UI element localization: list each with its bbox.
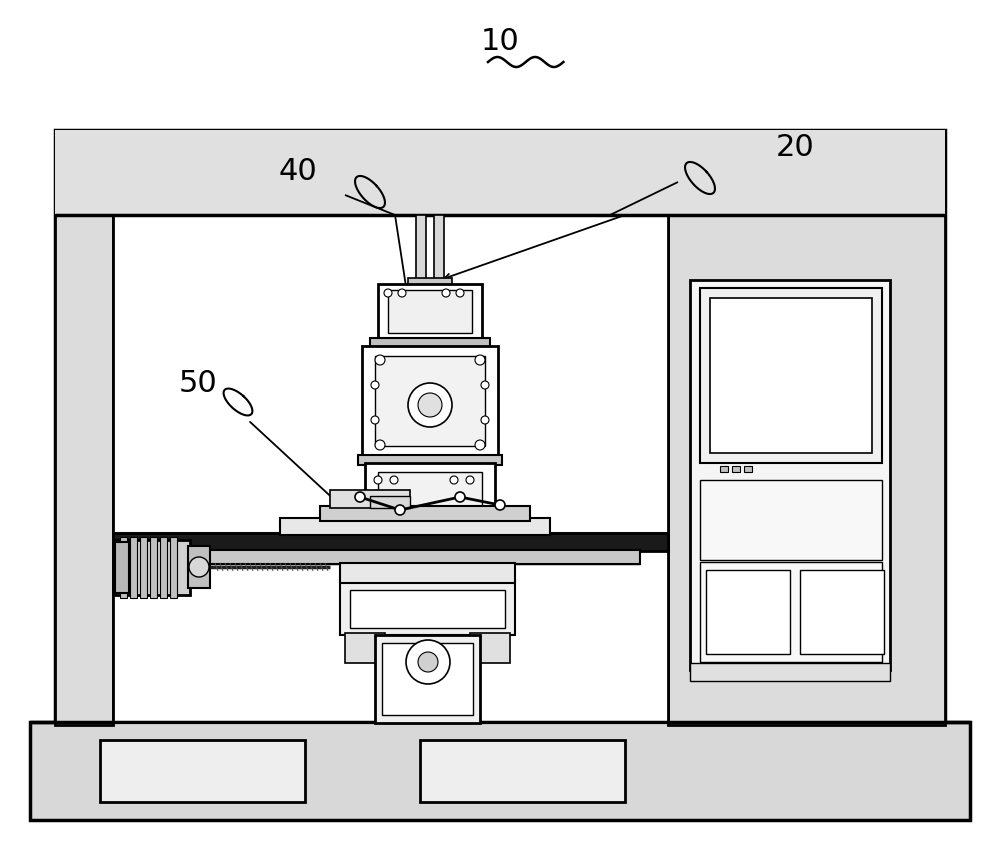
Circle shape: [189, 557, 209, 577]
Bar: [115, 542, 129, 593]
Bar: [375, 356, 485, 446]
Bar: [370, 338, 490, 348]
Bar: [350, 590, 505, 628]
Text: 70: 70: [851, 373, 889, 403]
Bar: [330, 490, 410, 508]
Circle shape: [418, 393, 442, 417]
Bar: [408, 278, 452, 286]
Circle shape: [450, 476, 458, 484]
Bar: [668, 215, 945, 725]
Circle shape: [374, 476, 382, 484]
Bar: [55, 215, 113, 725]
Bar: [115, 540, 190, 595]
Bar: [55, 130, 945, 725]
Bar: [120, 537, 127, 598]
Circle shape: [371, 381, 379, 389]
Circle shape: [398, 289, 406, 297]
Bar: [382, 643, 473, 715]
Bar: [55, 130, 945, 215]
Circle shape: [475, 440, 485, 450]
Circle shape: [495, 500, 505, 510]
Bar: [188, 546, 210, 588]
Bar: [375, 635, 480, 723]
Bar: [690, 280, 890, 670]
Circle shape: [375, 355, 385, 365]
Bar: [100, 740, 305, 802]
Circle shape: [384, 289, 392, 297]
Text: 20: 20: [776, 133, 814, 163]
Bar: [470, 633, 510, 663]
Bar: [130, 537, 137, 598]
Bar: [170, 537, 177, 598]
Circle shape: [466, 476, 474, 484]
Bar: [416, 215, 426, 280]
Bar: [434, 215, 444, 280]
Circle shape: [371, 416, 379, 424]
Bar: [280, 518, 550, 535]
Bar: [358, 522, 502, 530]
Bar: [732, 466, 740, 472]
Text: 40: 40: [279, 158, 317, 187]
Circle shape: [395, 505, 405, 515]
Bar: [200, 550, 640, 564]
Bar: [345, 633, 385, 663]
Circle shape: [455, 492, 465, 502]
Circle shape: [442, 289, 450, 297]
Bar: [160, 537, 167, 598]
Bar: [710, 298, 872, 453]
Text: 10: 10: [481, 27, 519, 57]
Bar: [800, 570, 884, 654]
Bar: [720, 466, 728, 472]
Circle shape: [475, 355, 485, 365]
Bar: [150, 537, 157, 598]
Bar: [706, 570, 790, 654]
Text: 50: 50: [179, 369, 217, 398]
Bar: [340, 580, 515, 635]
Bar: [362, 346, 498, 456]
Bar: [358, 455, 502, 465]
Bar: [320, 506, 530, 521]
Bar: [113, 215, 668, 725]
Circle shape: [481, 381, 489, 389]
Bar: [370, 496, 410, 508]
Bar: [700, 480, 882, 560]
Bar: [690, 663, 890, 681]
Circle shape: [390, 476, 398, 484]
Bar: [30, 722, 970, 820]
Circle shape: [375, 440, 385, 450]
Bar: [700, 288, 882, 463]
Circle shape: [408, 383, 452, 427]
Bar: [420, 740, 625, 802]
Circle shape: [481, 416, 489, 424]
Bar: [388, 290, 472, 333]
Circle shape: [406, 640, 450, 684]
Bar: [113, 533, 668, 551]
Circle shape: [456, 289, 464, 297]
Bar: [744, 466, 752, 472]
Bar: [700, 562, 882, 662]
Bar: [378, 284, 482, 339]
Circle shape: [418, 652, 438, 672]
Bar: [340, 563, 515, 583]
Bar: [140, 537, 147, 598]
Circle shape: [355, 492, 365, 502]
Bar: [365, 463, 495, 523]
Text: 80: 80: [851, 416, 889, 444]
Bar: [378, 472, 482, 514]
Text: 30: 30: [851, 283, 889, 313]
